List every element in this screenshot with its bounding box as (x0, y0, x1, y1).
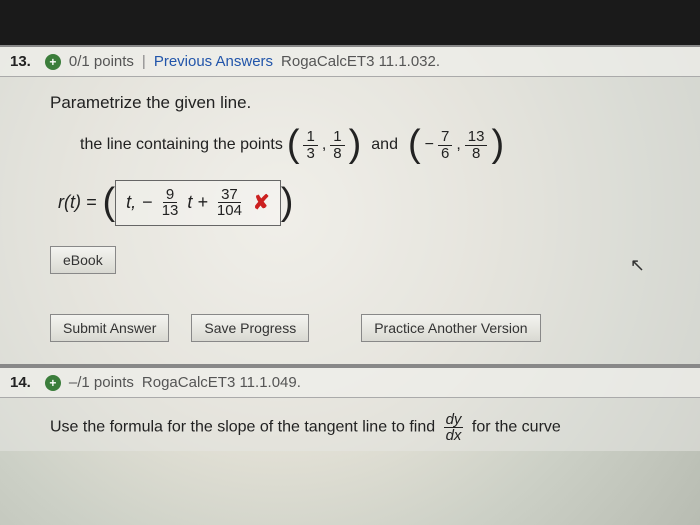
points-14: –/1 points (69, 374, 134, 391)
dydx: dydx (444, 412, 464, 443)
question-source: RogaCalcET3 11.1.032. (281, 53, 440, 70)
practice-button[interactable]: Practice Another Version (361, 314, 540, 342)
subtext-and: and (371, 136, 398, 154)
answer-input-box[interactable]: t, − 913 t + 37104 ✘ (115, 180, 281, 227)
question-14: 14. + –/1 points RogaCalcET3 11.1.049. U… (0, 366, 700, 451)
subtext-a: the line containing the points (80, 136, 283, 154)
ans-t: t, (126, 192, 136, 213)
question-13: 13. + 0/1 points | Previous Answers Roga… (0, 45, 700, 366)
separator: | (142, 53, 146, 70)
ans-tvar: t + (187, 192, 208, 213)
action-row: Submit Answer Save Progress Practice Ano… (50, 314, 672, 342)
question-14-header: 14. + –/1 points RogaCalcET3 11.1.049. (0, 368, 700, 398)
question-14-body: Use the formula for the slope of the tan… (0, 398, 700, 451)
question-number-14: 14. (10, 374, 31, 391)
point2-y: 138 (465, 129, 488, 162)
ans-c1: 913 (159, 187, 182, 220)
previous-answers-link[interactable]: Previous Answers (154, 53, 273, 70)
page-content: 13. + 0/1 points | Previous Answers Roga… (0, 45, 700, 525)
q14-prompt-b: for the curve (472, 419, 561, 436)
comma: , (322, 136, 326, 154)
answer-label: r(t) = (58, 192, 97, 213)
question-subtext: the line containing the points ( 13 , 18… (80, 129, 672, 162)
lparen: ( (287, 129, 300, 159)
cursor-icon: ↖ (630, 255, 645, 276)
ebook-row: eBook (50, 246, 672, 274)
rparen: ) (349, 129, 362, 159)
question-source-14: RogaCalcET3 11.1.049. (142, 374, 301, 391)
question-13-header: 13. + 0/1 points | Previous Answers Roga… (0, 47, 700, 77)
question-number: 13. (10, 53, 31, 70)
ebook-button[interactable]: eBook (50, 246, 116, 274)
comma2: , (456, 136, 460, 154)
point1-y: 18 (330, 129, 344, 162)
point1-x: 13 (303, 129, 317, 162)
window-top-bar (0, 0, 700, 45)
ans-rparen: ) (281, 187, 294, 217)
submit-button[interactable]: Submit Answer (50, 314, 169, 342)
ans-c2: 37104 (214, 187, 245, 220)
point2-x: 76 (438, 129, 452, 162)
wrong-icon: ✘ (253, 190, 270, 215)
question-prompt: Parametrize the given line. (50, 93, 672, 113)
q14-prompt-a: Use the formula for the slope of the tan… (50, 419, 435, 436)
answer-line: r(t) = ( t, − 913 t + 37104 ✘ ) (58, 180, 672, 227)
question-13-body: Parametrize the given line. the line con… (0, 77, 700, 364)
ans-lparen: ( (103, 187, 116, 217)
save-button[interactable]: Save Progress (191, 314, 309, 342)
expand-icon-14[interactable]: + (45, 375, 61, 391)
lparen2: ( (408, 129, 421, 159)
points-earned: 0/1 points (69, 53, 134, 70)
rparen2: ) (491, 129, 504, 159)
expand-icon[interactable]: + (45, 54, 61, 70)
neg: − (425, 136, 434, 154)
ans-neg: − (142, 192, 153, 213)
